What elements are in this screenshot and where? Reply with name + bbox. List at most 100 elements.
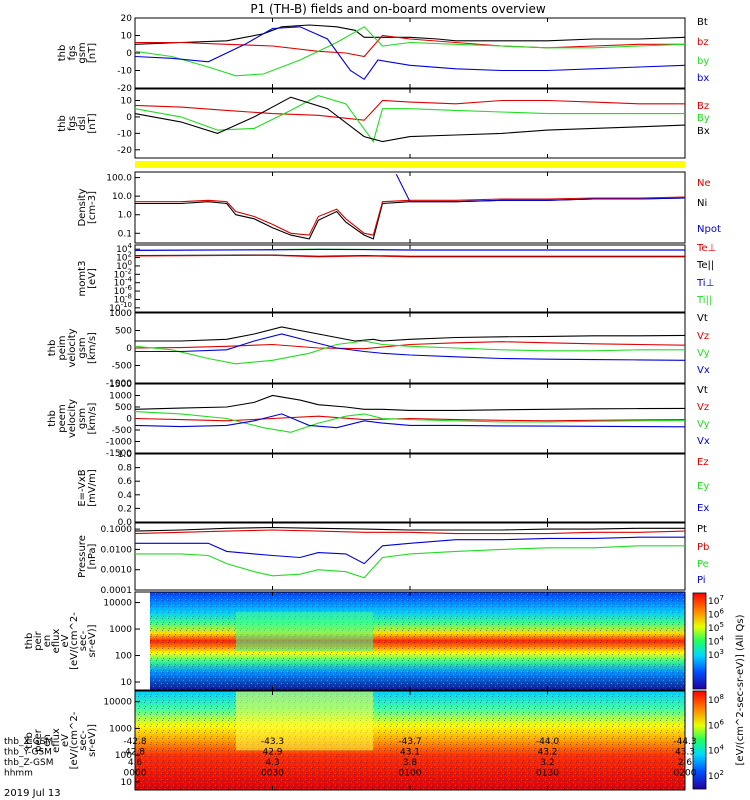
series-line-moms-temp-1 — [134, 248, 685, 251]
y-axis-label: peer — [33, 728, 44, 752]
legend-entry: Ti⊥ — [696, 278, 714, 289]
legend-entry: Vt — [697, 385, 708, 396]
spectrogram-quiet-band — [235, 691, 374, 751]
series-line-fgs-dsl-0 — [134, 99, 685, 121]
series-line-peem-velocity-3 — [134, 413, 686, 429]
y-tick-label: 10 — [121, 32, 133, 42]
ephemeris-value: 43.3 — [675, 748, 695, 758]
y-axis-label: Density — [77, 188, 88, 226]
panel-fgs-gsm: 20 10 0 -10 -20 thb fgs gsm [nT] Bt bz by bx — [57, 14, 709, 94]
panel-peim-velocity: 1000 500 0 -500 -1000 thb peim velocity gsm [km/s… — [47, 309, 710, 389]
y-axis-label: sr-eV)] — [87, 724, 98, 757]
y-tick-label: 0 — [126, 49, 132, 59]
colorbar-tick-exponent: 7 — [719, 594, 723, 602]
colorbar-tick-exponent: 4 — [719, 635, 724, 643]
y-tick-exponent: -2 — [125, 267, 132, 275]
ephemeris-value: 0100 — [399, 769, 422, 779]
panel-e-field: 1.0 0.8 0.6 0.4 0.2 0.0 E=-VxB [mV/m] Ez Ey Ex — [77, 450, 709, 528]
panel-frame — [134, 453, 686, 523]
date-label: 2019 Jul 13 — [4, 788, 61, 799]
ephemeris-value: -42.8 — [123, 737, 147, 747]
colorbar-tick-exponent: 3 — [719, 648, 723, 656]
y-axis-label: eflux — [51, 728, 62, 753]
y-axis-label: Pressure — [77, 535, 88, 578]
legend-entry: Ni — [697, 198, 707, 209]
colorbar-tick-label: 107 — [708, 594, 724, 607]
series-line-fgs-dsl-1 — [134, 95, 685, 143]
y-tick-exponent: 2 — [128, 251, 132, 259]
legend-entry: Vz — [697, 402, 709, 413]
legend-entry: Vy — [697, 419, 710, 430]
legend-entry: Pt — [697, 524, 707, 535]
y-tick-label: 10 — [121, 678, 133, 688]
y-tick-exponent: -4 — [125, 276, 133, 284]
ephemeris-value: 42.9 — [262, 748, 282, 758]
y-tick-exponent: -6 — [125, 284, 133, 292]
series-line-peim-velocity-0 — [135, 326, 686, 342]
y-axis-label: velocity — [67, 399, 78, 438]
y-tick-label: 10 — [121, 97, 133, 107]
y-axis-label: momt3 — [77, 261, 88, 297]
series-line-density-2 — [395, 174, 686, 203]
y-axis-label: dsl — [77, 116, 88, 130]
legend-entry: Ez — [697, 457, 709, 468]
panel-frame — [134, 522, 686, 591]
y-axis-label: peir — [33, 630, 44, 650]
y-tick-label: 1.0 — [118, 450, 133, 460]
y-tick-label: 10.0 — [112, 192, 132, 202]
y-tick-label: -20 — [117, 146, 132, 156]
y-axis-label: thb — [47, 340, 58, 357]
legend-entry: By — [697, 113, 710, 124]
colorbar-tick-exponent: 8 — [719, 693, 723, 701]
y-axis-label: fgs — [67, 116, 78, 131]
y-tick-label: 0.0010 — [101, 566, 133, 576]
series-line-peem-velocity-0 — [134, 394, 686, 411]
panel-frame — [134, 88, 686, 159]
y-tick-label: 0.0001 — [101, 586, 133, 596]
ephemeris-row-label: thb_Y-GSM — [4, 748, 52, 758]
y-tick-label: 0.1 — [118, 229, 132, 239]
series-line-peim-velocity-2 — [134, 340, 685, 365]
y-axis-label: en — [42, 734, 53, 747]
panel-density: 100.0 10.0 1.0 0.1 Density [cm-3] Ne Ni Npot — [77, 171, 721, 244]
legend-entry: Bt — [697, 17, 708, 28]
y-tick-label: 20 — [121, 14, 133, 24]
y-tick-label: 100 — [115, 751, 132, 761]
y-tick-label: 1000 — [109, 724, 132, 734]
series-line-fgs-gsm-3 — [134, 26, 686, 81]
y-tick-label: 0.6 — [118, 477, 133, 487]
legend-entry: Vx — [697, 365, 710, 376]
y-axis-label: [nT] — [87, 43, 98, 63]
y-axis-label: gsm — [77, 337, 88, 358]
chart-title: P1 (TH-B) fields and on-board moments ov… — [250, 2, 546, 16]
series-line-density-0 — [135, 197, 686, 240]
series-line-peim-velocity-1 — [134, 341, 686, 350]
series-line-peem-velocity-2 — [134, 411, 686, 433]
y-tick-label: 100 — [115, 652, 132, 662]
colorbar-tick-label: 102 — [708, 769, 724, 782]
colorbar-tick-label: 104 — [708, 635, 724, 648]
colorbar-tick-label: 105 — [708, 621, 724, 634]
y-axis-label: eflux — [51, 629, 62, 654]
panel-frame — [134, 17, 686, 89]
legend-entry: Pb — [697, 542, 709, 553]
y-tick-label: 1.0 — [118, 211, 133, 221]
ephemeris-row-label: thb_Z-GSM — [4, 758, 53, 768]
legend-entry: Vx — [697, 436, 710, 447]
y-tick-label: 1000 — [109, 309, 132, 319]
legend-entry: Ey — [697, 481, 709, 492]
y-axis-label: [eV] — [87, 268, 98, 289]
colorbar-lower — [692, 690, 707, 790]
series-line-pressure-2 — [135, 536, 685, 565]
ephemeris-value: -44.0 — [536, 737, 560, 747]
legend-entry: Vt — [697, 313, 708, 324]
spectrogram-noise — [150, 592, 685, 690]
y-tick-label: 0.1000 — [101, 525, 133, 535]
ephemeris-value: -44.3 — [673, 737, 696, 747]
ephemeris-value: 0030 — [261, 769, 284, 779]
panel-peer-en-eflux: 10000100010010thbpeerenefluxeV[eV/(cm^2-… — [24, 690, 686, 791]
legend-entry: Ex — [697, 503, 709, 514]
